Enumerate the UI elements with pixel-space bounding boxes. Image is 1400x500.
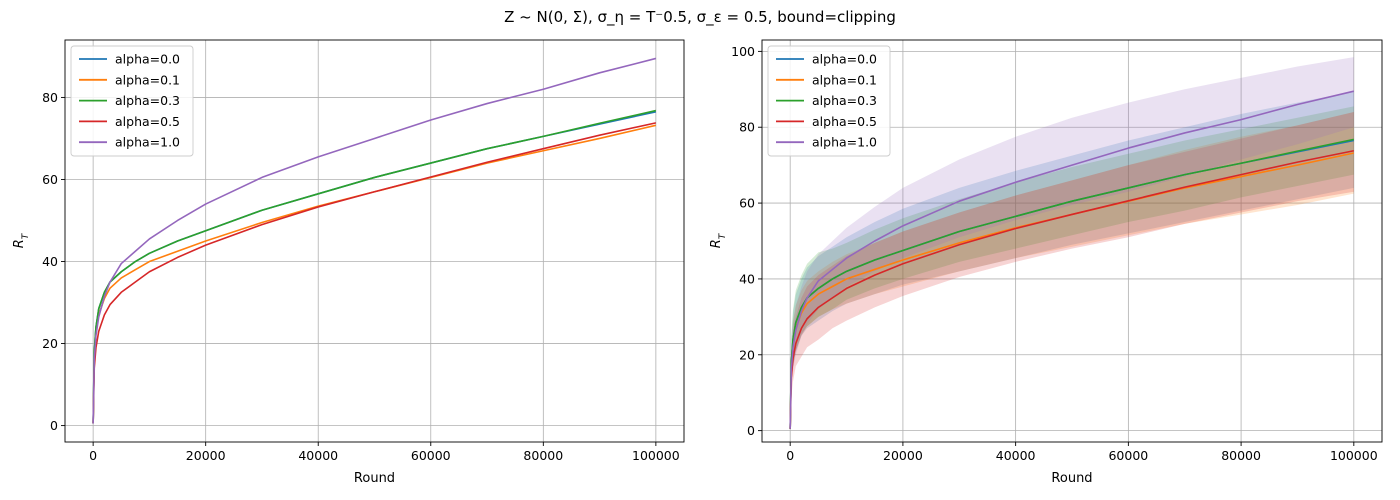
left-axes-frame bbox=[64, 39, 685, 443]
left-line-alpha-0-5 bbox=[92, 122, 657, 424]
right-legend-box bbox=[767, 45, 891, 157]
right-line-alpha-1-0 bbox=[789, 90, 1355, 429]
left-x-tick-label: 20000 bbox=[186, 448, 226, 463]
left-legend-label: alpha=1.0 bbox=[115, 135, 180, 150]
left-y-tick-label: 40 bbox=[42, 254, 58, 269]
right-line-alpha-0-5 bbox=[789, 149, 1354, 429]
right-axes-frame bbox=[761, 39, 1383, 443]
right-legend-label: alpha=0.5 bbox=[812, 114, 877, 129]
right-x-tick-label: 60000 bbox=[1108, 448, 1148, 463]
right-legend-label: alpha=0.3 bbox=[812, 93, 877, 108]
left-x-tick-label: 100000 bbox=[632, 448, 680, 463]
right-band-alpha-0-5 bbox=[790, 112, 1354, 430]
right-y-tick-label: 20 bbox=[739, 347, 755, 362]
right-x-tick-label: 100000 bbox=[1330, 448, 1378, 463]
left-legend-label: alpha=0.3 bbox=[115, 93, 180, 108]
left-x-tick-label: 60000 bbox=[411, 448, 451, 463]
left-line-alpha-0-0 bbox=[92, 111, 657, 424]
right-y-tick-label: 80 bbox=[739, 120, 755, 135]
right-x-tick-label: 80000 bbox=[1221, 448, 1261, 463]
left-legend: alpha=0.0 alpha=0.1 alpha=0.3 alpha=0.5 alph… bbox=[70, 45, 194, 157]
right-x-tick-label: 40000 bbox=[996, 448, 1036, 463]
left-y-tick-label: 60 bbox=[42, 172, 58, 187]
left-line-alpha-0-1 bbox=[92, 124, 657, 424]
left-x-tick-label: 40000 bbox=[298, 448, 338, 463]
right-legend-label: alpha=0.1 bbox=[812, 72, 877, 87]
right-band-alpha-1-0 bbox=[790, 57, 1354, 430]
left-x-tick-label: 80000 bbox=[523, 448, 563, 463]
right-legend-label: alpha=0.0 bbox=[812, 52, 877, 67]
left-x-axis-label: Round bbox=[354, 471, 395, 486]
left-legend-label: alpha=0.1 bbox=[115, 72, 180, 87]
left-line-alpha-1-0 bbox=[92, 57, 657, 424]
right-y-tick-label: 0 bbox=[747, 423, 755, 438]
left-legend-label: alpha=0.0 bbox=[115, 52, 180, 67]
left-x-tick-label: 0 bbox=[89, 448, 97, 463]
left-y-axis-label: RT bbox=[12, 232, 31, 248]
figure-title: Z ~ N(0, Σ), σ_η = T⁻0.5, σ_ε = 0.5, bou… bbox=[504, 8, 896, 26]
right-plot: 0 20000 40000 60000 80000 100000 0 20 40 60 80 100 R… bbox=[709, 39, 1383, 486]
right-band-alpha-0-3 bbox=[790, 106, 1354, 430]
right-legend-label: alpha=1.0 bbox=[812, 135, 877, 150]
left-legend-box bbox=[70, 45, 194, 157]
right-y-tick-label: 100 bbox=[731, 44, 755, 59]
right-x-tick-label: 20000 bbox=[883, 448, 923, 463]
left-legend-label: alpha=0.5 bbox=[115, 114, 180, 129]
right-x-axis-label: Round bbox=[1051, 471, 1092, 486]
right-y-axis-label: RT bbox=[709, 232, 728, 248]
right-y-tick-label: 60 bbox=[739, 196, 755, 211]
left-y-tick-label: 80 bbox=[42, 90, 58, 105]
right-band-alpha-0-0 bbox=[790, 91, 1354, 430]
left-y-tick-label: 0 bbox=[50, 418, 58, 433]
left-line-alpha-0-3 bbox=[92, 109, 657, 424]
left-y-tick-label: 20 bbox=[42, 336, 58, 351]
left-plot: 0 20000 40000 60000 80000 100000 0 20 40 60 80 Roun… bbox=[12, 39, 685, 486]
right-legend: alpha=0.0 alpha=0.1 alpha=0.3 alpha=0.5 alph… bbox=[767, 45, 891, 157]
right-band-alpha-0-1 bbox=[790, 112, 1354, 430]
right-line-alpha-0-3 bbox=[789, 138, 1354, 429]
right-x-tick-label: 0 bbox=[786, 448, 794, 463]
right-y-tick-label: 40 bbox=[739, 271, 755, 286]
